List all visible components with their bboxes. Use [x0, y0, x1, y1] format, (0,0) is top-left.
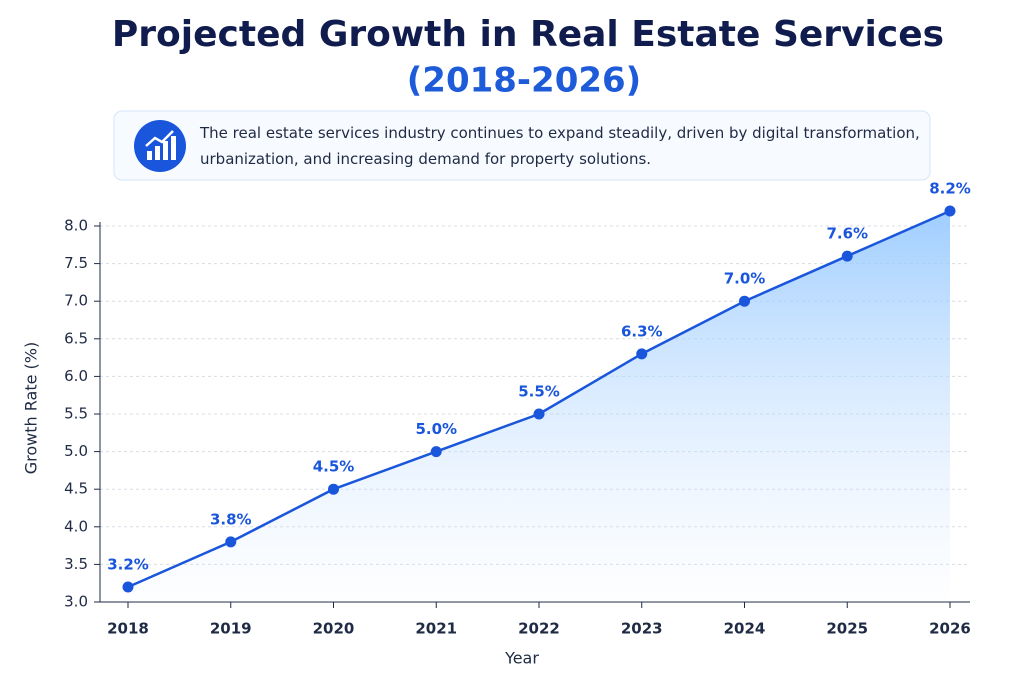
- point: [328, 483, 339, 495]
- value-label: 5.0%: [415, 420, 457, 438]
- point: [430, 446, 442, 458]
- chart-title: Projected Growth in Real Estate Services: [112, 14, 944, 55]
- y-tick-label: 6.5: [64, 329, 88, 347]
- point: [944, 205, 956, 217]
- x-axis-label: Year: [504, 649, 539, 668]
- x-tick-label: 2019: [210, 620, 252, 638]
- value-label: 5.5%: [518, 383, 560, 401]
- point: [841, 250, 853, 262]
- icon-arrow: [145, 130, 174, 147]
- point: [122, 581, 134, 593]
- point: [636, 348, 648, 360]
- y-tick-label: 5.5: [64, 405, 88, 423]
- value-label: 7.6%: [826, 225, 868, 243]
- x-tick-label: 2020: [313, 620, 355, 638]
- chart-subtitle: (2018-2026): [407, 61, 641, 101]
- x-tick-label: 2024: [724, 620, 766, 638]
- x-tick-label: 2022: [518, 620, 560, 638]
- y-axis-label: Growth Rate (%): [22, 342, 41, 474]
- x-tick-label: 2026: [929, 620, 971, 638]
- point: [739, 295, 750, 307]
- description: The real estate services industry contin…: [200, 124, 920, 168]
- point: [533, 408, 545, 420]
- value-label: 6.3%: [621, 322, 663, 340]
- y-tick-label: 4.5: [64, 480, 88, 498]
- area: [128, 210, 950, 602]
- y-tick-label: 3.0: [64, 593, 88, 611]
- y-tick-label: 5.0: [64, 442, 88, 460]
- value-label: 7.0%: [724, 270, 766, 288]
- value-label: 3.2%: [107, 555, 149, 573]
- y-tick-label: 6.0: [64, 367, 88, 385]
- x-tick-label: 2018: [107, 620, 149, 638]
- info-box: [113, 110, 931, 181]
- y-tick-label: 8.0: [64, 217, 88, 235]
- x-tick-label: 2025: [826, 620, 868, 638]
- x-tick-label: 2023: [621, 620, 663, 638]
- value-label: 3.8%: [210, 510, 252, 528]
- value-label: 8.2%: [929, 179, 971, 197]
- x-tick-label: 2021: [415, 620, 457, 638]
- icon-bars: [147, 136, 176, 160]
- y-tick-label: 7.5: [64, 254, 88, 272]
- point: [225, 536, 237, 548]
- y-tick-label: 4.0: [64, 517, 88, 535]
- y-tick-label: 7.0: [64, 292, 88, 310]
- value-label: 4.5%: [313, 458, 355, 476]
- y-tick-label: 3.5: [64, 555, 88, 573]
